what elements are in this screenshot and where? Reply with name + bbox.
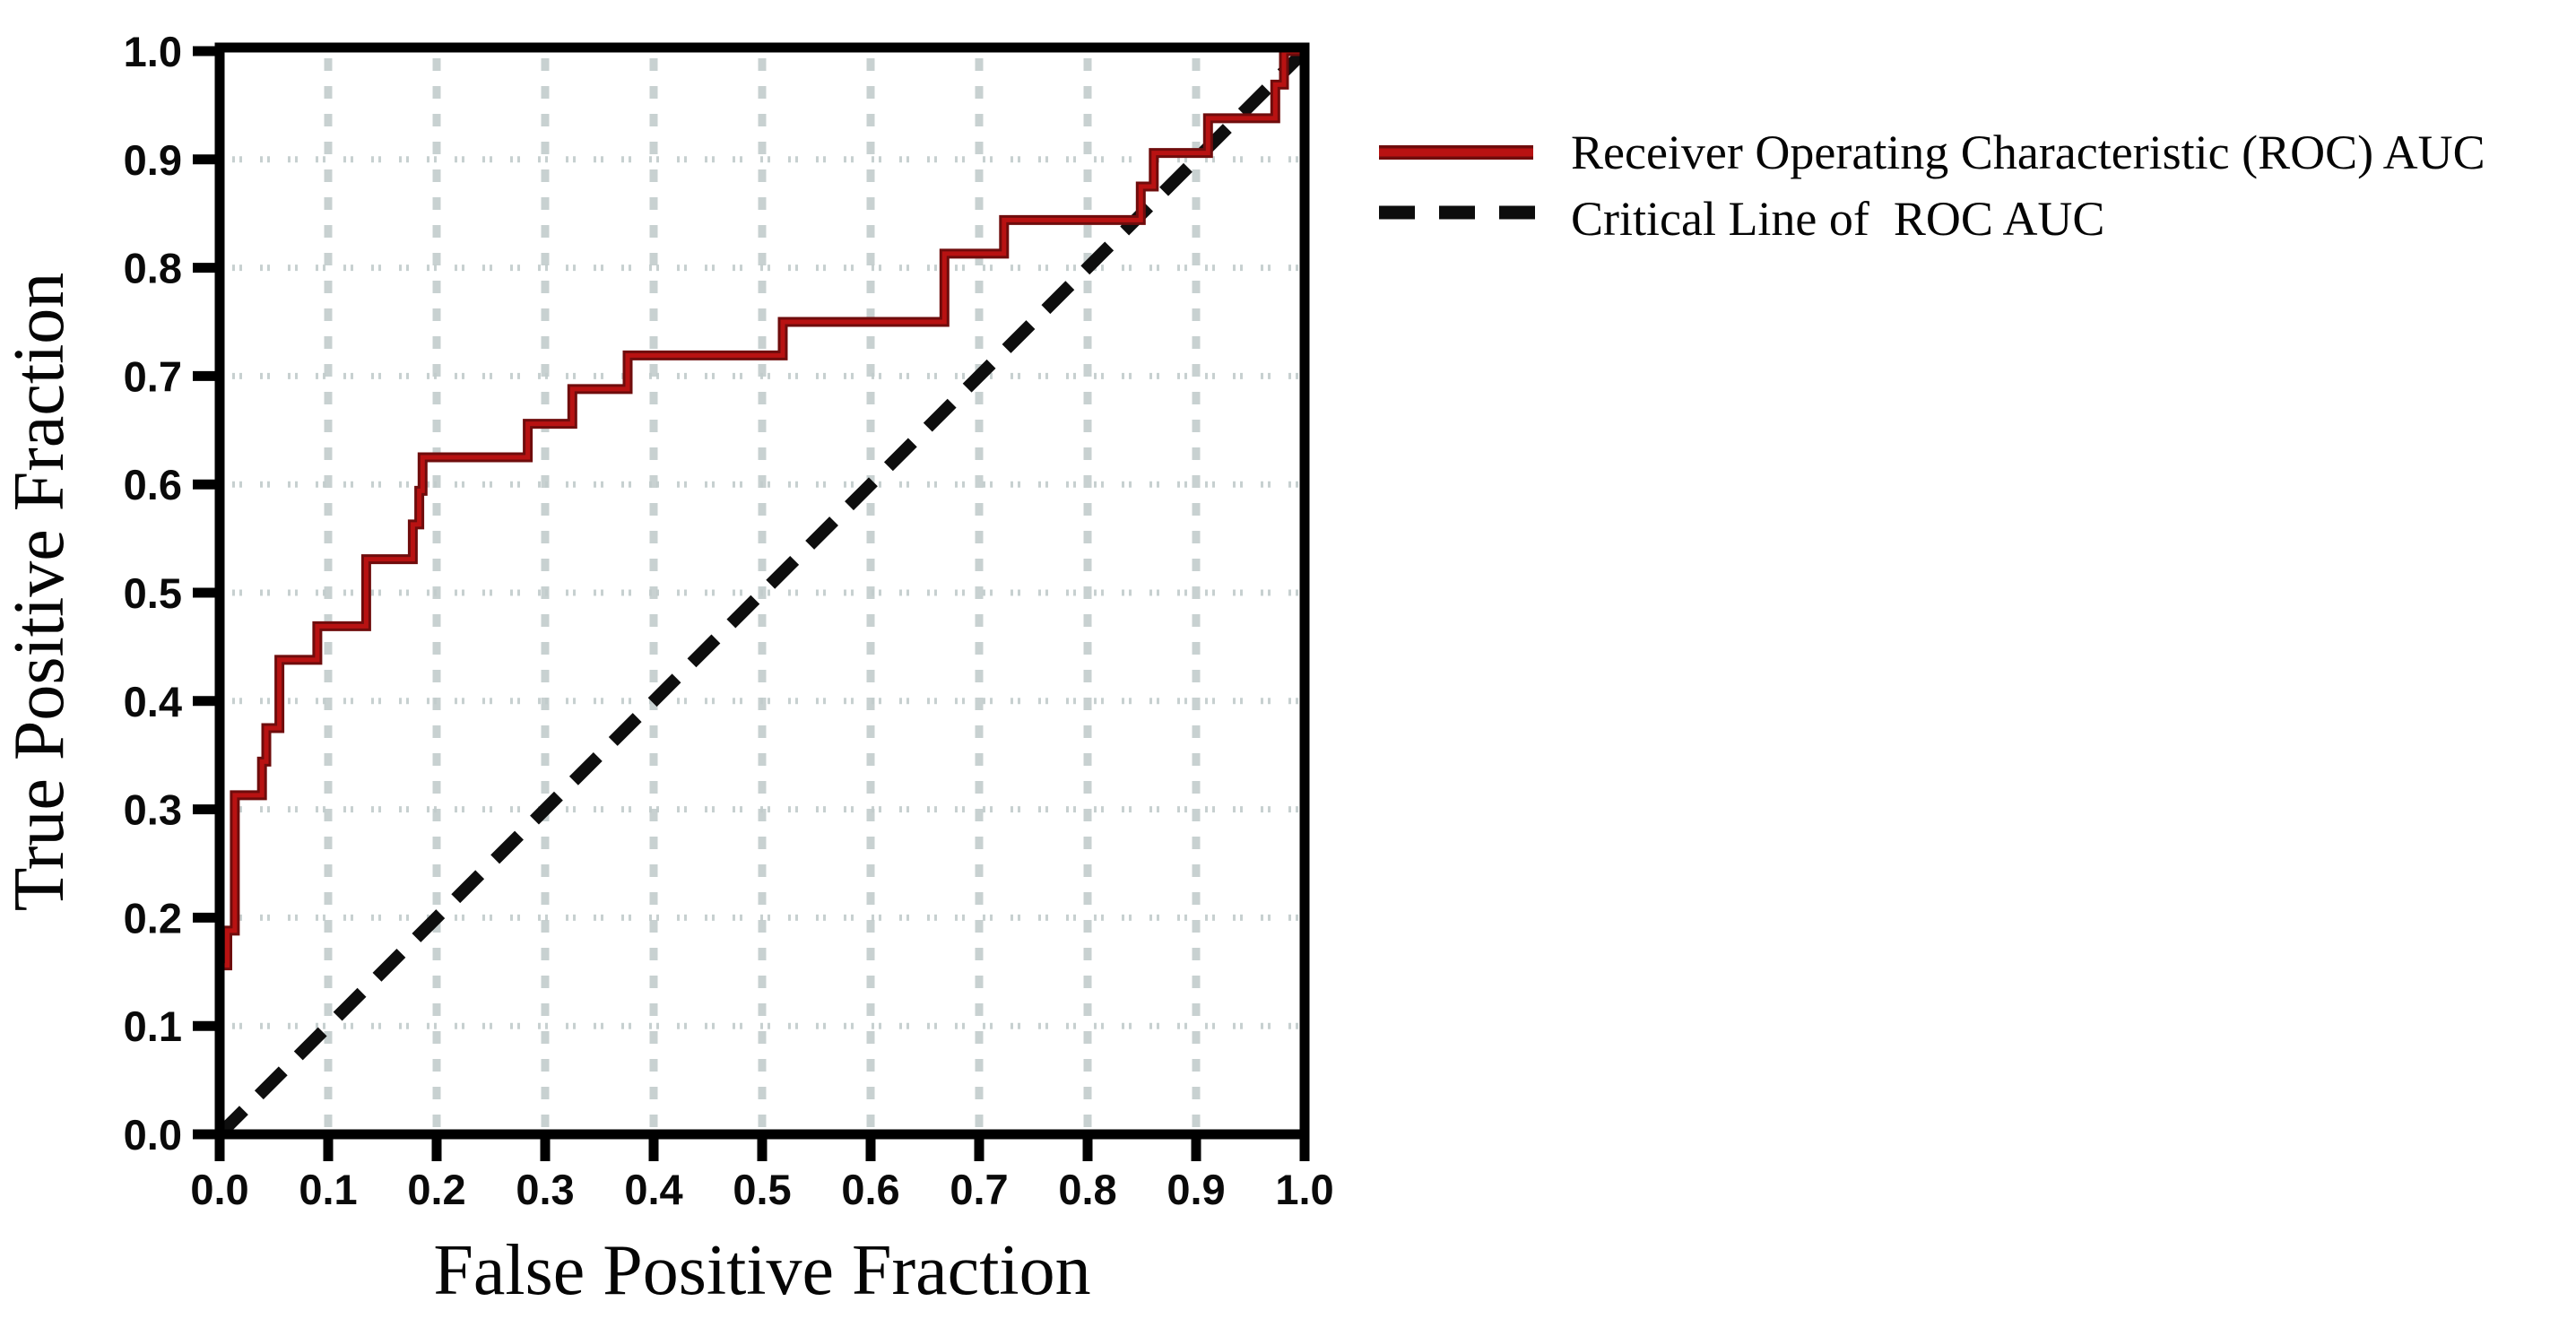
y-axis-ticks (193, 46, 220, 1140)
y-tick-label: 0.6 (124, 461, 182, 508)
y-tick-label: 0.5 (124, 569, 182, 617)
y-tick-label: 0.0 (124, 1111, 182, 1158)
x-tick-label: 0.1 (299, 1166, 357, 1213)
legend: Receiver Operating Characteristic (ROC) … (1379, 126, 2485, 246)
horizontal-gridlines (232, 156, 1301, 1029)
y-tick-label: 0.3 (124, 786, 182, 834)
y-tick-label: 1.0 (124, 28, 182, 75)
y-tick-label: 0.4 (124, 678, 182, 725)
x-axis-tick-labels: 0.0 0.1 0.2 0.3 0.4 0.5 0.6 0.7 0.8 0.9 1.0 (190, 1166, 1333, 1213)
y-tick-label: 0.7 (124, 352, 182, 400)
x-tick-label: 0.2 (407, 1166, 465, 1213)
x-tick-label: 0.9 (1167, 1166, 1225, 1213)
critical-line (215, 47, 1309, 1139)
x-tick-label: 0.5 (733, 1166, 791, 1213)
x-tick-label: 0.7 (950, 1166, 1008, 1213)
critical-line-path (215, 47, 1309, 1139)
y-tick-label: 0.9 (124, 136, 182, 184)
x-tick-label: 0.8 (1058, 1166, 1116, 1213)
legend-roc-label: Receiver Operating Characteristic (ROC) … (1571, 126, 2485, 179)
x-tick-label: 1.0 (1275, 1166, 1333, 1213)
x-tick-label: 0.6 (841, 1166, 899, 1213)
x-tick-label: 0.4 (624, 1166, 682, 1213)
roc-curve (214, 46, 1305, 1134)
y-tick-label: 0.1 (124, 1002, 182, 1050)
x-tick-label: 0.0 (190, 1166, 248, 1213)
y-axis-title: True Positive Fraction (0, 273, 79, 912)
x-axis-ticks (214, 1134, 1310, 1161)
y-axis-tick-labels: 0.0 0.1 0.2 0.3 0.4 0.5 0.6 0.7 0.8 0.9 1.0 (124, 28, 182, 1158)
x-tick-label: 0.3 (516, 1166, 574, 1213)
legend-critical-label: Critical Line of ROC AUC (1571, 192, 2104, 246)
roc-curve-core (217, 48, 1305, 1134)
y-tick-label: 0.8 (124, 245, 182, 292)
x-axis-title: False Positive Fraction (433, 1231, 1090, 1310)
y-tick-label: 0.2 (124, 894, 182, 942)
